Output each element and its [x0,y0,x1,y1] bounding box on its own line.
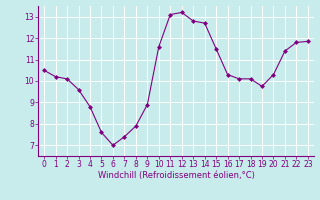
X-axis label: Windchill (Refroidissement éolien,°C): Windchill (Refroidissement éolien,°C) [98,171,254,180]
